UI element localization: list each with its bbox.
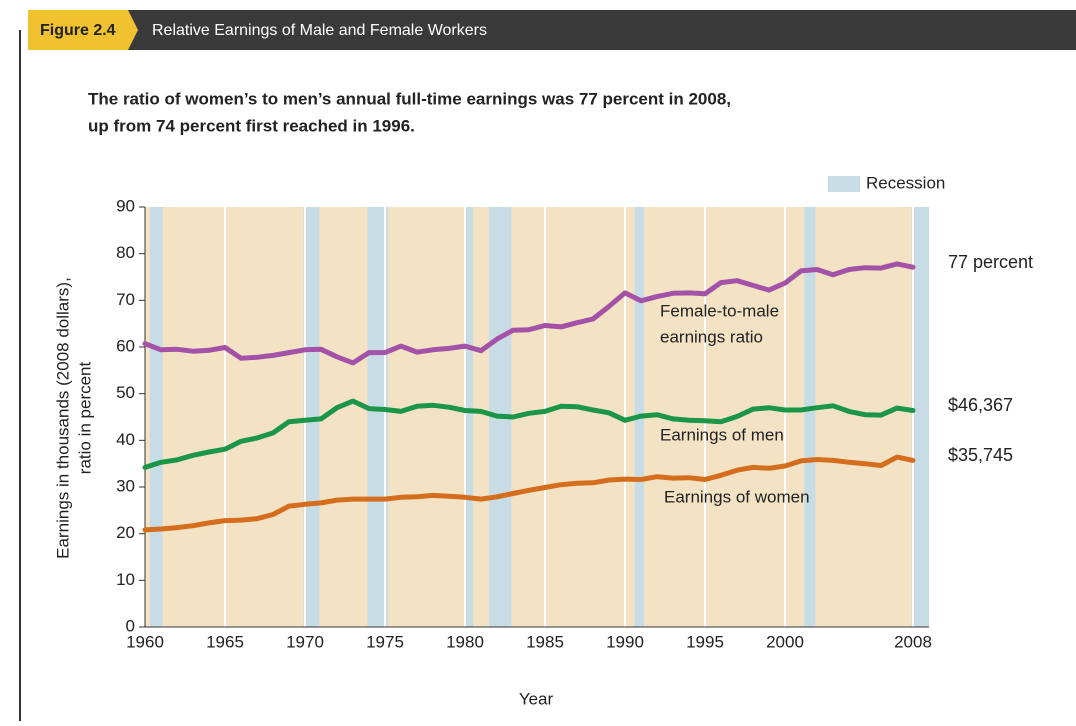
x-tick-label: 2008	[894, 632, 932, 651]
chart-title: Relative Earnings of Male and Female Wor…	[152, 22, 487, 39]
series-label: Earnings of women	[664, 487, 810, 506]
y-tick-label: 50	[116, 383, 135, 402]
end-label: $46,367	[948, 395, 1013, 415]
x-axis-label: Year	[519, 689, 554, 708]
x-tick-label: 1960	[126, 632, 164, 651]
y-tick-label: 30	[116, 476, 135, 495]
y-tick-label: 10	[116, 570, 135, 589]
series-line	[142, 261, 916, 366]
y-tick-label: 90	[116, 196, 135, 215]
subtitle: up from 74 percent first reached in 1996…	[88, 116, 415, 135]
series-label: earnings ratio	[660, 327, 763, 346]
y-axis-label: Earnings in thousands (2008 dollars),	[53, 277, 72, 559]
x-tick-label: 1975	[366, 632, 404, 651]
x-tick-label: 1990	[606, 632, 644, 651]
x-tick-label: 1970	[286, 632, 324, 651]
series-label: Earnings of men	[660, 425, 784, 444]
series-label: Female-to-male	[660, 301, 779, 320]
subtitle: The ratio of women’s to men’s annual ful…	[88, 89, 731, 108]
legend-swatch	[828, 176, 860, 192]
end-label: $35,745	[948, 445, 1013, 465]
series-line	[142, 398, 916, 470]
y-tick-label: 60	[116, 336, 135, 355]
y-axis-label: ratio in percent	[75, 361, 94, 474]
end-label: 77 percent	[948, 252, 1033, 272]
y-tick-label: 20	[116, 523, 135, 542]
y-tick-label: 70	[116, 290, 135, 309]
recession-band	[149, 207, 163, 627]
legend-label: Recession	[866, 173, 945, 192]
x-tick-label: 1965	[206, 632, 244, 651]
recession-band	[804, 207, 816, 627]
figure-tab	[28, 10, 138, 50]
recession-band	[303, 207, 320, 627]
recession-band	[911, 207, 929, 627]
y-tick-label: 0	[126, 616, 135, 635]
figure-label: Figure 2.4	[40, 22, 116, 39]
x-tick-label: 1995	[686, 632, 724, 651]
header-bar	[28, 10, 1076, 50]
recession-band	[367, 207, 389, 627]
y-tick-label: 40	[116, 430, 135, 449]
y-tick-label: 80	[116, 243, 135, 262]
plot-background	[145, 207, 929, 627]
x-tick-label: 1985	[526, 632, 564, 651]
recession-band	[465, 207, 473, 627]
x-tick-label: 1980	[446, 632, 484, 651]
series-line	[142, 454, 916, 533]
x-tick-label: 2000	[766, 632, 804, 651]
